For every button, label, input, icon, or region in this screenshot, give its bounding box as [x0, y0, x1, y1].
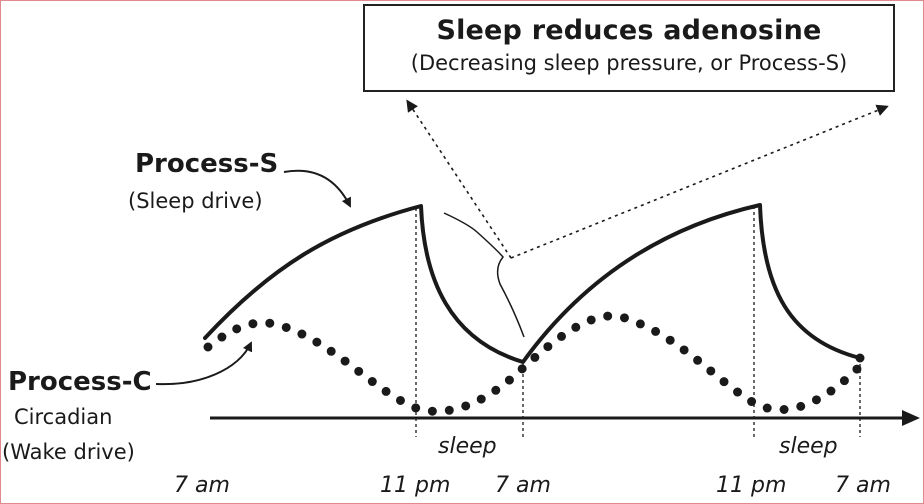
process-c-sublabel-wake: (Wake drive)	[2, 440, 135, 464]
process-c-label: Process-C	[8, 367, 152, 397]
title-subheading: (Decreasing sleep pressure, or Process-S…	[410, 51, 848, 75]
process-s-curve	[203, 203, 862, 364]
process-c-pointer-arrow	[155, 341, 253, 386]
sleep-label-1: sleep	[438, 434, 497, 459]
sleep-label-2: sleep	[779, 434, 838, 459]
process-s-end-dot	[855, 353, 865, 363]
time-axis-arrowhead	[902, 410, 920, 426]
decline-brace	[443, 212, 525, 338]
title-box: Sleep reduces adenosine (Decreasing slee…	[363, 4, 895, 92]
process-s-pointer-arrow	[283, 169, 351, 208]
dotted-arrow-left	[406, 99, 512, 259]
time-label-7am-1: 7 am	[174, 473, 230, 498]
time-label-7am-2: 7 am	[495, 473, 551, 498]
title-heading: Sleep reduces adenosine	[436, 15, 822, 46]
dotted-arrow-right	[510, 104, 889, 259]
time-label-11pm-2: 11 pm	[716, 473, 787, 498]
process-c-sublabel-circadian: Circadian	[14, 405, 113, 429]
process-s-label: Process-S	[135, 149, 279, 179]
time-label-7am-3: 7 am	[835, 473, 891, 498]
time-label-11pm-1: 11 pm	[380, 473, 451, 498]
process-c-curve	[203, 311, 865, 416]
process-s-sublabel: (Sleep drive)	[128, 189, 263, 213]
